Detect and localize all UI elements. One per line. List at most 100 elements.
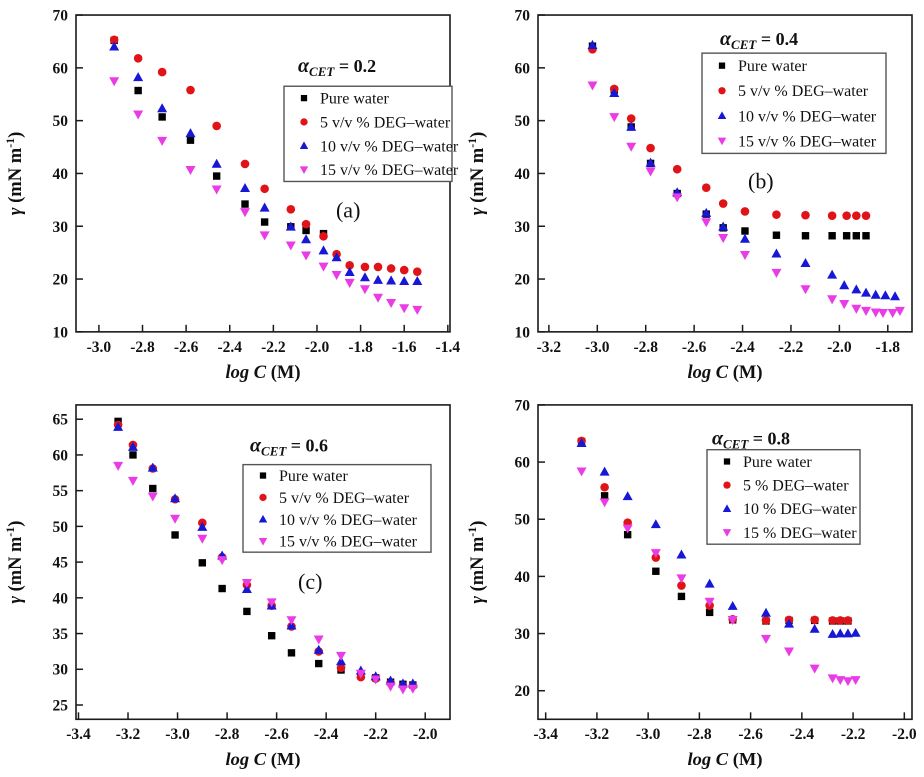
triangle-up-marker [259, 202, 270, 212]
triangle-down-marker [318, 262, 329, 272]
y-tick-label: 50 [515, 512, 531, 529]
square-marker [600, 492, 609, 500]
triangle-up-marker [331, 252, 342, 262]
legend: Pure water 5 v/v % DEG–water 10 v/v % DEG–… [283, 85, 459, 183]
circle-marker [240, 159, 250, 169]
circle-marker [300, 118, 308, 126]
legend-box [701, 52, 887, 155]
square-marker [212, 172, 221, 180]
triangle-up-marker [827, 269, 838, 279]
y-tick-label: 60 [53, 447, 69, 464]
legend-label: 5 % DEG–water [743, 478, 849, 495]
series-15-deg-water [576, 467, 861, 687]
triangle-down-marker [800, 285, 811, 295]
legend-label: 15 v/v % DEG–water [279, 534, 418, 551]
legend-label: Pure water [738, 58, 808, 75]
triangle-down-marker [894, 306, 905, 316]
circle-marker [345, 261, 354, 270]
triangle-down-marker [407, 684, 418, 694]
square-marker [862, 232, 870, 240]
square-marker [315, 659, 323, 668]
triangle-down-marker [258, 538, 268, 546]
triangle-down-marker [760, 634, 771, 644]
x-tick-label: -2.2 [841, 726, 866, 743]
legend: Pure water 5 % DEG–water 10 % DEG–water 15 … [706, 448, 861, 545]
series-10-v-v-deg-water [109, 41, 423, 285]
triangle-down-marker [771, 268, 782, 278]
x-tick-label: -2.0 [305, 339, 330, 356]
legend-entry-15-v-v-deg-water: 15 v/v % DEG–water [717, 133, 877, 150]
y-tick-label: 50 [53, 113, 69, 130]
triangle-down-marker [113, 461, 124, 471]
x-tick-label: -2.6 [738, 726, 763, 743]
triangle-down-marker [109, 77, 120, 87]
y-tick-label: 30 [53, 219, 69, 236]
legend-label: Pure water [320, 91, 390, 108]
circle-marker [626, 114, 636, 123]
panel-title: αCET = 0.4 [720, 28, 798, 52]
panel-letter: (c) [298, 569, 322, 594]
triangle-up-marker [133, 72, 144, 82]
y-tick-label: 60 [515, 455, 531, 472]
circle-marker [157, 67, 167, 77]
triangle-down-marker [370, 675, 381, 685]
triangle-up-marker [784, 618, 795, 628]
legend-label: 5 v/v % DEG–water [738, 83, 869, 100]
circle-marker [718, 199, 728, 208]
triangle-down-marker [241, 579, 252, 589]
triangle-up-marker [622, 491, 633, 501]
triangle-up-marker [739, 233, 750, 243]
x-tick-label: -2.6 [682, 339, 707, 356]
triangle-down-marker [784, 647, 795, 657]
triangle-up-marker [870, 289, 881, 299]
legend-entry-10-v-v-deg-water: 10 v/v % DEG–water [717, 108, 877, 125]
triangle-up-marker [760, 607, 771, 617]
circle-marker [701, 183, 711, 193]
x-tick-label: -3.0 [87, 339, 112, 356]
y-tick-label: 10 [53, 324, 69, 341]
square-marker [741, 227, 749, 235]
triangle-up-marker [842, 628, 853, 638]
triangle-down-marker [147, 492, 158, 502]
triangle-up-marker [147, 462, 158, 472]
triangle-up-marker [839, 280, 850, 290]
triangle-down-marker [313, 635, 324, 645]
series-5-v-v-deg-water [113, 420, 418, 690]
x-tick-label: -2.6 [264, 726, 289, 743]
triangle-up-marker [412, 275, 423, 285]
y-axis-label: γ (mN m-1) [465, 132, 488, 216]
legend-entry-pure-water: Pure water [300, 91, 390, 108]
legend-entry-10-v-v-deg-water: 10 v/v % DEG–water [258, 512, 418, 529]
legend-box [706, 448, 861, 545]
x-tick-label: -2.4 [314, 726, 339, 743]
legend-entry-15-deg-water: 15 % DEG–water [722, 525, 857, 542]
triangle-up-marker [676, 549, 687, 559]
x-axis-label: log C (M) [226, 362, 301, 383]
y-tick-label: 20 [515, 683, 531, 700]
x-tick-label: -3.0 [165, 726, 190, 743]
triangle-up-marker [609, 87, 620, 97]
triangle-down-marker [373, 293, 384, 303]
triangle-down-marker [359, 285, 370, 295]
y-tick-label: 40 [515, 569, 531, 586]
triangle-down-marker [266, 598, 277, 608]
circle-marker [827, 211, 837, 220]
y-tick-label: 50 [53, 519, 69, 536]
triangle-down-marker [301, 251, 312, 261]
triangle-down-marker [133, 110, 144, 120]
y-tick-label: 40 [53, 166, 69, 183]
triangle-down-marker [331, 271, 342, 281]
legend-entry-pure-water: Pure water [718, 58, 808, 75]
legend-entry-15-v-v-deg-water: 15 v/v % DEG–water [299, 162, 459, 179]
x-tick-label: -2.0 [827, 339, 852, 356]
x-tick-label: -2.6 [174, 339, 199, 356]
circle-marker [259, 493, 267, 502]
legend-label: 10 v/v % DEG–water [279, 512, 418, 529]
square-marker [300, 94, 308, 102]
triangle-up-marker [645, 157, 656, 167]
triangle-up-marker [827, 628, 838, 638]
triangle-up-marker [399, 275, 410, 285]
triangle-up-marker [771, 248, 782, 258]
panel-c: -3.4 -3.2 -3.0 -2.8 -2.6 -2.4 -2.2 -2.0 25 30 35 40… [0, 390, 462, 777]
triangle-down-marker [397, 685, 408, 695]
